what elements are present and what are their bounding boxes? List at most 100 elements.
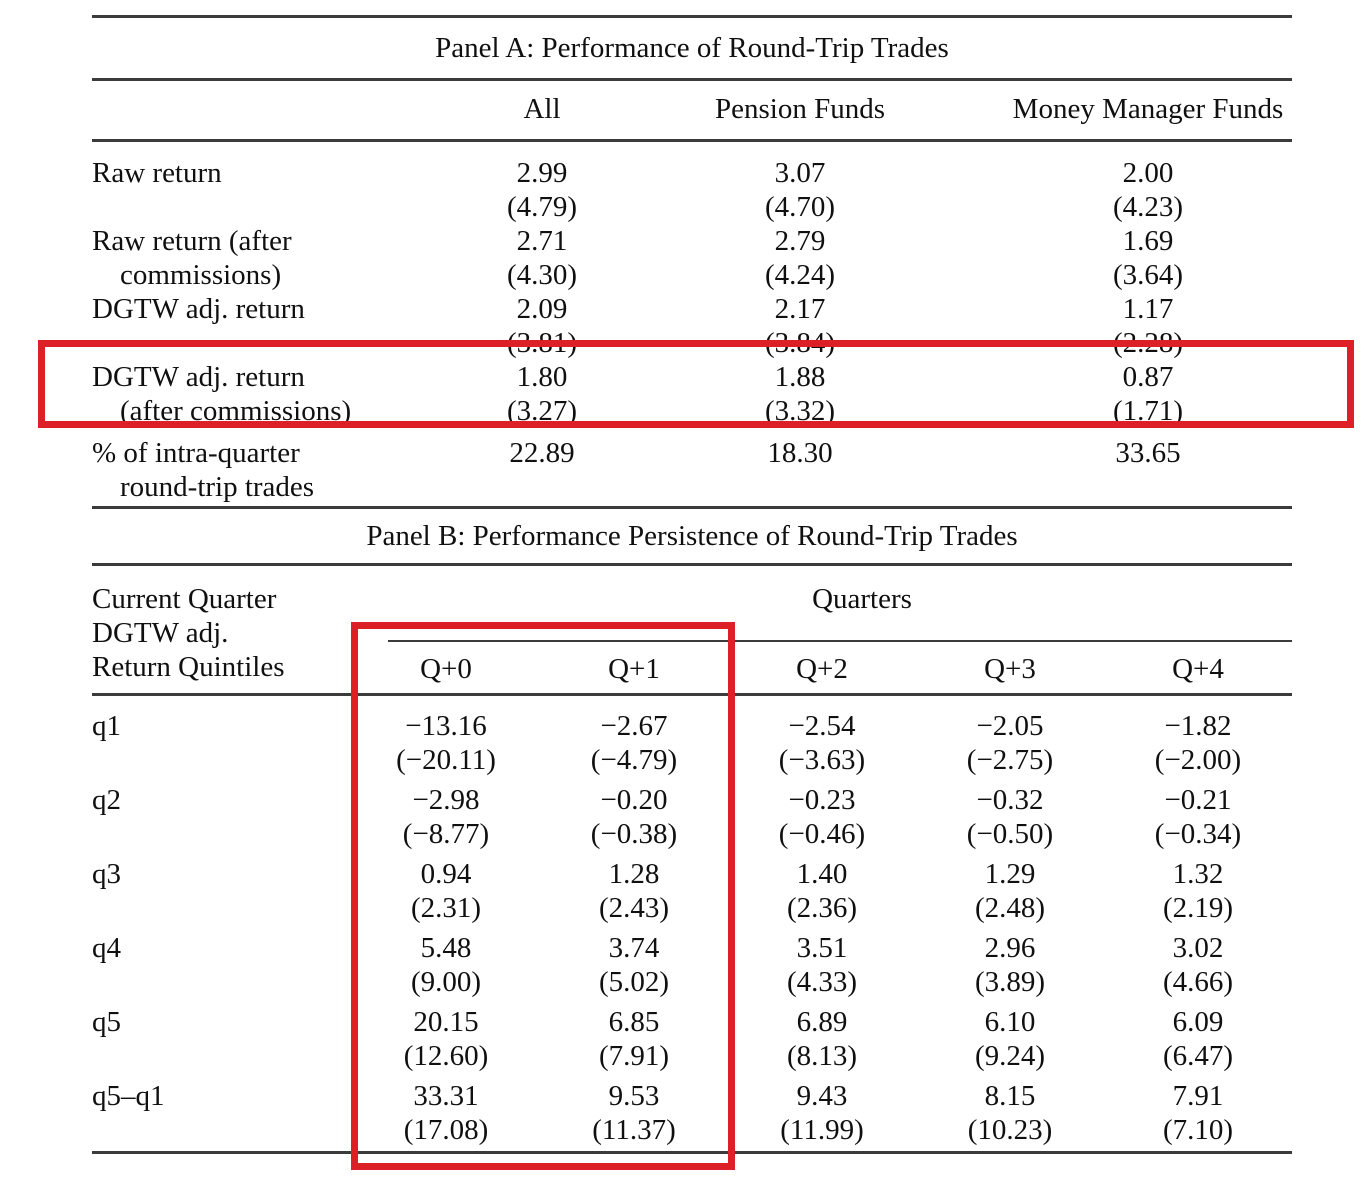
panel-b-row: q5 20.15 (12.60) 6.85 (7.91) 6.89 (8.13) 6.10 (9… — [92, 999, 1292, 1073]
quintile-label-line: q3 — [92, 858, 121, 890]
value-line: 1.17 — [1122, 292, 1174, 325]
row-label: % of intra-quarter round-trip trades — [92, 428, 422, 508]
value-cell: 1.69 (3.64) — [938, 224, 1292, 292]
column-header-q0: Q+0 — [420, 652, 472, 685]
quintile-label-line: q2 — [92, 784, 121, 816]
panel-b-row: q3 0.94 (2.31) 1.28 (2.43) 1.40 (2.36) 1.29 (2.4… — [92, 851, 1292, 925]
tstat-line — [662, 470, 938, 504]
quintile-label: q4 — [92, 925, 352, 999]
value-line: 2.17 — [774, 292, 826, 325]
value-cell: −0.21 (−0.34) — [1104, 777, 1292, 851]
value-line: 1.80 — [516, 360, 568, 393]
row-label-line: % of intra-quarter — [92, 436, 300, 469]
panel-a-header-row: All Pension Funds Money Manager Funds — [92, 81, 1292, 142]
panel-a-row: % of intra-quarter round-trip trades 22.89… — [92, 428, 1292, 508]
tstat-line: (8.13) — [786, 1040, 858, 1072]
value-line: 3.51 — [796, 932, 848, 964]
tstat-line: (6.47) — [1162, 1040, 1234, 1072]
tables-container: Panel A: Performance of Round-Trip Trade… — [92, 15, 1292, 1154]
tstat-line — [1004, 470, 1292, 504]
column-header-q1: Q+1 — [608, 652, 660, 685]
value-line: 2.96 — [984, 932, 1036, 964]
spacer-line — [92, 891, 352, 925]
tstat-line: (9.24) — [974, 1040, 1046, 1072]
stub-line: Return Quintiles — [92, 650, 285, 683]
annotation-box-columns-highlight — [351, 622, 735, 1170]
value-line: 22.89 — [509, 436, 575, 469]
value-cell: 8.15 (10.23) — [916, 1073, 1104, 1153]
value-cell: 1.28 (2.43) — [540, 851, 728, 925]
panel-b-row: q1 −13.16 (−20.11) −2.67 (−4.79) −2.54 (−3.63)… — [92, 695, 1292, 778]
row-label: Raw return — [92, 140, 422, 224]
panel-a-body: Raw return 2.99 (4.79) 3.07 (4.70) 2.00 (4.23)… — [92, 140, 1292, 507]
tstat-line: (−4.79) — [590, 744, 678, 776]
tstat-line: (−2.75) — [966, 744, 1054, 776]
tstat-line: (4.33) — [786, 966, 858, 998]
panel-b-body: q1 −13.16 (−20.11) −2.67 (−4.79) −2.54 (−3.63)… — [92, 695, 1292, 1153]
value-cell: 33.65 — [938, 428, 1292, 508]
panel-b-quarters-header: Quarters Q+0 Q+1 Q+2 Q+3 Q+4 — [352, 565, 1292, 696]
tstat-line: (11.37) — [592, 1114, 676, 1146]
column-header-q4: Q+4 — [1172, 652, 1224, 685]
value-cell: 6.09 (6.47) — [1104, 999, 1292, 1073]
spacer-line — [92, 1039, 352, 1073]
value-cell: 6.85 (7.91) — [540, 999, 728, 1073]
tstat-line: (4.70) — [764, 190, 836, 223]
row-label-line: DGTW adj. return — [92, 292, 305, 325]
row-label-line: Raw return — [92, 156, 222, 189]
panel-a-header-stub — [92, 81, 422, 142]
value-cell: 3.74 (5.02) — [540, 925, 728, 999]
quintile-label: q2 — [92, 777, 352, 851]
value-cell: 6.10 (9.24) — [916, 999, 1104, 1073]
panel-a-table: All Pension Funds Money Manager Funds Ra… — [92, 81, 1292, 509]
stub-line: DGTW adj. — [92, 616, 229, 649]
value-line: 33.31 — [413, 1080, 479, 1112]
panel-b-header-stub: Current Quarter DGTW adj. Return Quintil… — [92, 565, 352, 696]
tstat-line: (3.64) — [1112, 258, 1184, 291]
value-line: −0.32 — [976, 784, 1044, 816]
tstat-line: (−0.38) — [590, 818, 678, 850]
value-line: −0.20 — [600, 784, 668, 816]
value-cell: 3.07 (4.70) — [662, 140, 938, 224]
tstat-line: (4.30) — [506, 258, 578, 291]
panel-b-title: Panel B: Performance Persistence of Roun… — [366, 519, 1018, 552]
value-line: 2.00 — [1122, 156, 1174, 189]
value-cell: −1.82 (−2.00) — [1104, 695, 1292, 778]
value-cell: 2.00 (4.23) — [938, 140, 1292, 224]
column-header-q2: Q+2 — [796, 652, 848, 685]
value-line: 3.07 — [774, 156, 826, 189]
tstat-line: (4.24) — [764, 258, 836, 291]
value-line: 9.53 — [608, 1080, 660, 1112]
tstat-line: (17.08) — [403, 1114, 489, 1146]
tstat-line: (−0.50) — [966, 818, 1054, 850]
panel-a-header-money-manager-funds: Money Manager Funds — [938, 81, 1292, 142]
row-label-line — [92, 190, 422, 224]
value-cell: 1.32 (2.19) — [1104, 851, 1292, 925]
tstat-line: (2.36) — [786, 892, 858, 924]
spacer-line — [92, 817, 352, 851]
value-cell: −2.98 (−8.77) — [352, 777, 540, 851]
tstat-line: (3.89) — [974, 966, 1046, 998]
tstat-line: (7.91) — [598, 1040, 670, 1072]
value-cell: 2.96 (3.89) — [916, 925, 1104, 999]
tstat-line: (2.19) — [1162, 892, 1234, 924]
stub-line: Current Quarter — [92, 582, 277, 615]
value-line: −0.23 — [788, 784, 856, 816]
value-line: 3.02 — [1172, 932, 1224, 964]
value-line: 2.71 — [516, 224, 568, 257]
value-line: 2.09 — [516, 292, 568, 325]
value-cell: 2.71 (4.30) — [422, 224, 662, 292]
value-line: 6.10 — [984, 1006, 1036, 1038]
tstat-line: (−0.46) — [778, 818, 866, 850]
value-line: 1.32 — [1172, 858, 1224, 890]
value-line: 0.87 — [1122, 360, 1174, 393]
tstat-line: (12.60) — [403, 1040, 489, 1072]
value-cell: 22.89 — [422, 428, 662, 508]
value-line: −13.16 — [405, 710, 487, 742]
row-label-line: commissions) — [120, 258, 282, 291]
quintile-label: q1 — [92, 695, 352, 778]
value-cell: 3.51 (4.33) — [728, 925, 916, 999]
value-line: 9.43 — [796, 1080, 848, 1112]
tstat-line: (2.31) — [410, 892, 482, 924]
